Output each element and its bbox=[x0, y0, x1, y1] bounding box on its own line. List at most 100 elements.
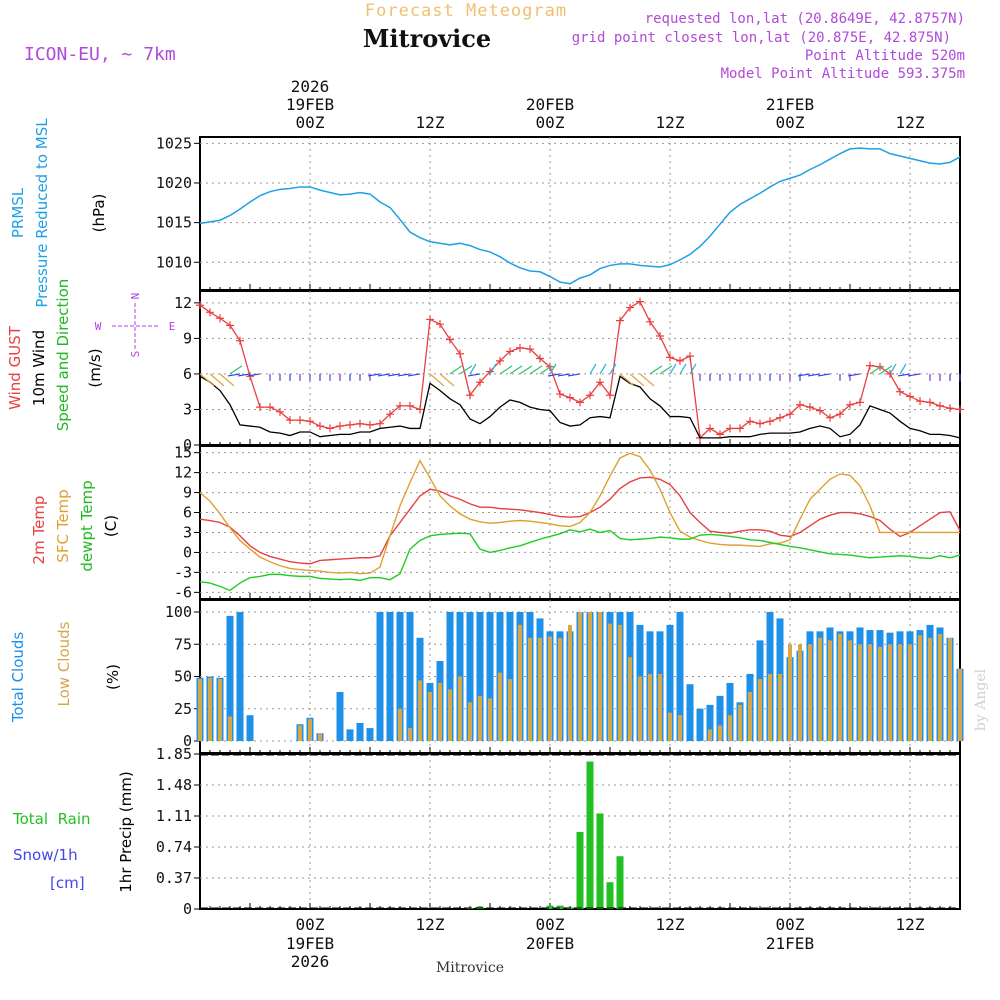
gust-point bbox=[616, 316, 624, 325]
wind-direction-arrow bbox=[649, 365, 663, 375]
top-date-label: 21FEB bbox=[766, 95, 814, 114]
total-cloud-bar bbox=[336, 691, 344, 741]
wind-direction-arrow bbox=[817, 373, 831, 377]
gust-point bbox=[806, 403, 814, 412]
low-cloud-bar bbox=[948, 637, 952, 741]
precip-tick-label: 1.11 bbox=[156, 807, 192, 825]
total-cloud-bar bbox=[716, 695, 724, 741]
gust-point bbox=[366, 420, 374, 429]
top-date-label: 19FEB bbox=[286, 95, 334, 114]
prmsl-label: PRMSL bbox=[9, 187, 27, 238]
clouds-tick-label: 0 bbox=[183, 732, 192, 750]
low-cloud-bar bbox=[208, 677, 212, 741]
gust-point bbox=[856, 398, 864, 407]
pressure-tick-label: 1025 bbox=[156, 134, 192, 152]
gust-point bbox=[626, 303, 634, 312]
gust-point bbox=[646, 317, 654, 326]
wind-unit-label: (m/s) bbox=[86, 348, 104, 387]
wind-direction-arrow bbox=[629, 373, 645, 387]
gust-point bbox=[416, 405, 424, 414]
total-cloud-bar bbox=[486, 612, 494, 741]
gust-point bbox=[836, 410, 844, 419]
gust-point bbox=[446, 335, 454, 344]
low-cloud-bar bbox=[618, 624, 622, 741]
clouds-tick-label: 100 bbox=[165, 603, 192, 621]
pressure-tick-label: 1020 bbox=[156, 174, 192, 192]
wind-direction-arrow bbox=[567, 373, 581, 377]
low-cloud-bar bbox=[218, 679, 222, 741]
wind-tick-label: 9 bbox=[183, 329, 192, 347]
gust-point bbox=[766, 417, 774, 426]
wind-direction-arrow bbox=[387, 373, 401, 377]
low-cloud-bar bbox=[768, 673, 772, 741]
compass-e: E bbox=[169, 320, 176, 333]
gust-point bbox=[726, 424, 734, 433]
low-cloud-bar bbox=[628, 657, 632, 741]
meteogram-subtitle: Forecast Meteogram bbox=[365, 1, 567, 21]
low-cloud-bar bbox=[418, 680, 422, 741]
gust-point bbox=[476, 378, 484, 387]
clouds-tick-label: 75 bbox=[174, 635, 192, 653]
temp-tick-label: 12 bbox=[174, 464, 192, 482]
total-cloud-bar bbox=[446, 612, 454, 741]
bottom-date-label: 21FEB bbox=[766, 934, 814, 953]
low-cloud-bar bbox=[308, 719, 312, 741]
top-time-label: 12Z bbox=[896, 113, 925, 132]
gust-point bbox=[536, 354, 544, 363]
temp-2m-line bbox=[199, 476, 961, 565]
gust-point bbox=[636, 297, 644, 306]
bottom-time-label: 12Z bbox=[416, 915, 445, 934]
low-cloud-bar bbox=[538, 637, 542, 741]
low-cloud-bar bbox=[298, 725, 302, 741]
low-cloud-bar bbox=[508, 679, 512, 741]
gust-point bbox=[486, 367, 494, 376]
low-cloud-bar bbox=[638, 676, 642, 741]
gust-point bbox=[386, 410, 394, 419]
wind-dir-label: Speed and Direction bbox=[54, 279, 72, 432]
temp-tick-label: 6 bbox=[183, 504, 192, 522]
temp-tick-label: 15 bbox=[174, 444, 192, 462]
wind-direction-arrow bbox=[227, 373, 241, 377]
pressure-msl-label: Pressure Reduced to MSL bbox=[33, 118, 51, 308]
low-cloud-bar bbox=[468, 702, 472, 741]
rain-bar bbox=[586, 761, 594, 909]
gust-point bbox=[406, 401, 414, 410]
wind-direction-arrow bbox=[869, 365, 883, 375]
clouds-tick-label: 25 bbox=[174, 700, 192, 718]
gust-point bbox=[216, 314, 224, 323]
temp-dewpt-label: dewpt Temp bbox=[78, 480, 96, 571]
gust-point bbox=[576, 398, 584, 407]
wind-direction-arrow bbox=[599, 363, 607, 375]
low-cloud-bar bbox=[928, 637, 932, 741]
gust-point bbox=[956, 405, 964, 414]
top-time-label: 00Z bbox=[296, 113, 325, 132]
wind-direction-arrow bbox=[609, 363, 617, 375]
wind-direction-arrow bbox=[589, 363, 597, 375]
gust-point bbox=[376, 419, 384, 428]
rain-bar bbox=[556, 905, 564, 909]
wind-direction-arrow bbox=[797, 373, 811, 377]
gust-point bbox=[566, 393, 574, 402]
low-cloud-bar bbox=[788, 644, 792, 741]
gust-point bbox=[686, 352, 694, 361]
bottom-time-label: 12Z bbox=[656, 915, 685, 934]
gust-point bbox=[666, 353, 674, 362]
clouds-unit-label: (%) bbox=[104, 664, 122, 690]
bottom-time-label: 12Z bbox=[896, 915, 925, 934]
low-cloud-bar bbox=[518, 624, 522, 741]
low-cloud-bar bbox=[558, 637, 562, 741]
wind-direction-arrow bbox=[459, 365, 473, 375]
pressure-tick-label: 1010 bbox=[156, 253, 192, 271]
gust-point bbox=[306, 417, 314, 426]
model-label: ICON-EU, ~ 7km bbox=[24, 44, 176, 65]
total-clouds-label: Total Clouds bbox=[9, 632, 27, 724]
gust-point bbox=[266, 403, 274, 412]
gust-point bbox=[656, 332, 664, 341]
low-cloud-bar bbox=[938, 633, 942, 741]
wind-direction-arrow bbox=[907, 373, 921, 377]
gust-point bbox=[816, 406, 824, 415]
temp-unit-label: (C) bbox=[102, 515, 120, 537]
low-cloud-bar bbox=[798, 644, 802, 741]
